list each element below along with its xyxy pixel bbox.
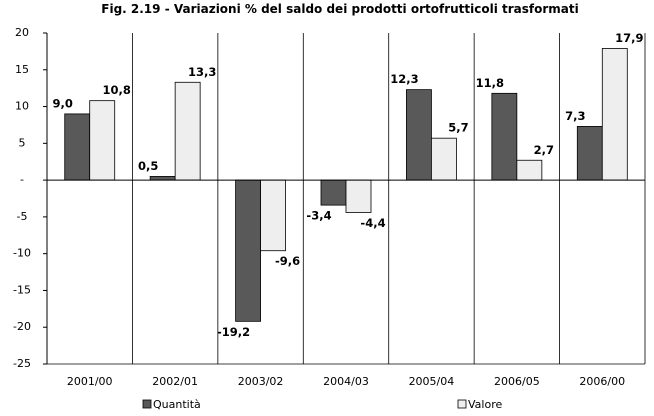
y-tick-label: 5: [19, 136, 26, 149]
value-label: -19,2: [217, 325, 250, 339]
bar: [235, 179, 261, 322]
legend-swatch: [457, 399, 467, 409]
bar: [64, 113, 91, 181]
x-tick-label: 2002/01: [152, 375, 198, 388]
bar: [260, 179, 286, 252]
value-label: 17,9: [615, 31, 643, 45]
bar: [174, 81, 201, 181]
bar: [320, 179, 347, 206]
x-tick-label: 2006/05: [494, 375, 540, 388]
bar: [576, 126, 603, 181]
x-tick-label: 2005/04: [409, 375, 455, 388]
value-label: 11,8: [476, 76, 504, 90]
chart-title: Fig. 2.19 - Variazioni % del saldo dei p…: [101, 2, 579, 16]
value-label: -3,4: [306, 209, 331, 223]
y-tick-label: -25: [13, 357, 31, 370]
legend-swatch: [142, 399, 152, 409]
y-tick-label: 10: [15, 100, 29, 113]
y-tick-label: -5: [17, 210, 28, 223]
x-tick-label: 2006/00: [579, 375, 625, 388]
bar: [345, 179, 372, 213]
bar: [601, 48, 628, 181]
value-label: 2,7: [534, 143, 554, 157]
value-label: 12,3: [390, 72, 418, 86]
bar: [431, 137, 457, 181]
value-label: 7,3: [565, 109, 585, 123]
bar: [149, 176, 176, 181]
value-label: -9,6: [275, 254, 300, 268]
value-label: 9,0: [53, 96, 73, 110]
legend-label: Valore: [468, 398, 502, 411]
value-label: 5,7: [448, 121, 468, 135]
y-tick-label: -20: [13, 320, 31, 333]
bar: [89, 100, 116, 181]
bar: [406, 89, 432, 181]
x-tick-label: 2003/02: [238, 375, 284, 388]
y-tick-label: 20: [15, 26, 29, 39]
y-tick-label: 15: [15, 63, 29, 76]
y-tick-label: -: [20, 173, 24, 186]
value-label: 13,3: [188, 65, 216, 79]
y-tick-label: -15: [13, 283, 31, 296]
x-tick-label: 2001/00: [67, 375, 113, 388]
legend-label: Quantità: [153, 398, 201, 411]
bar: [491, 92, 518, 181]
bar: [516, 159, 543, 181]
value-label: 10,8: [103, 83, 131, 97]
y-tick-label: -10: [13, 247, 31, 260]
value-label: -4,4: [360, 216, 385, 230]
x-tick-label: 2004/03: [323, 375, 369, 388]
value-label: 0,5: [138, 159, 158, 173]
